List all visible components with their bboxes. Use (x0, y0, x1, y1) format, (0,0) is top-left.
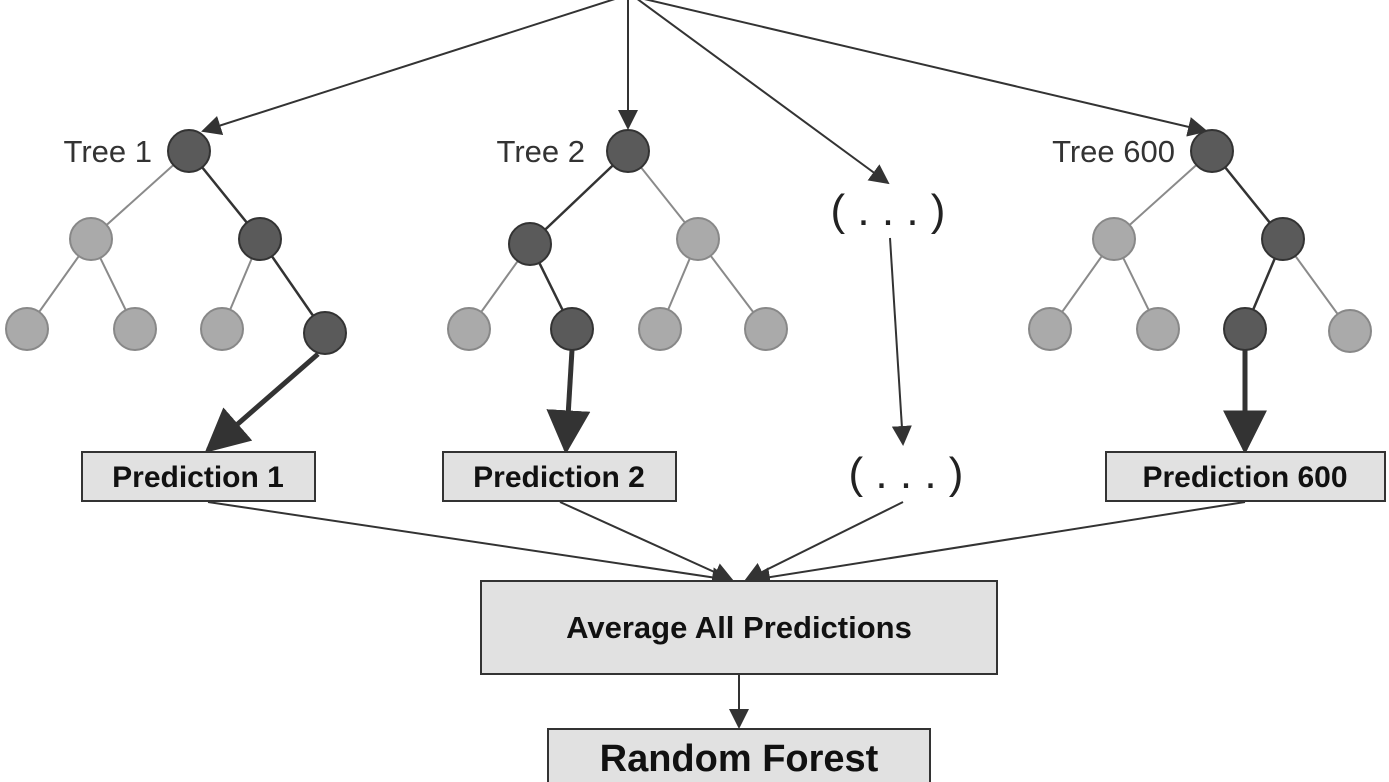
tree-node (113, 307, 157, 351)
tree-node (606, 129, 650, 173)
tree-node (303, 311, 347, 355)
tree-node (1136, 307, 1180, 351)
tree-node (238, 217, 282, 261)
tree-label: Tree 600 (1052, 134, 1175, 169)
prediction-1-label: Prediction 1 (112, 461, 284, 494)
prediction-2-box: Prediction 2 (442, 451, 677, 502)
tree-node (550, 307, 594, 351)
ellipsis-lower: ( . . . ) (849, 449, 964, 498)
tree-node (744, 307, 788, 351)
tree-node (1223, 307, 1267, 351)
average-label: Average All Predictions (566, 610, 912, 645)
tree-node (200, 307, 244, 351)
tree-2: Tree 2 (447, 129, 788, 351)
tree-node (1261, 217, 1305, 261)
arrow-to-tree-600 (644, 0, 1208, 137)
prediction-1-box: Prediction 1 (81, 451, 316, 502)
tree-label: Tree 1 (64, 134, 152, 169)
arrow-ellipsis-to-average (744, 501, 904, 581)
prediction-600-label: Prediction 600 (1142, 461, 1347, 494)
source-arrows (201, 0, 1208, 185)
tree-node (1190, 129, 1234, 173)
ellipsis-arrow (889, 237, 912, 446)
result-label: Random Forest (600, 738, 879, 780)
arrow-pred600-to-average (750, 501, 1246, 588)
tree-node (1328, 309, 1372, 353)
tree-node (69, 217, 113, 261)
prediction-2-label: Prediction 2 (473, 461, 645, 494)
tree-1: Tree 1 (5, 129, 347, 355)
arrow-pred2-to-average (559, 501, 734, 582)
leaf-arrow-1 (204, 352, 320, 453)
average-box: Average All Predictions (480, 580, 998, 675)
converging-arrows (207, 501, 1246, 588)
tree-node (167, 129, 211, 173)
tree-600: Tree 600 (1028, 129, 1372, 353)
prediction-600-box: Prediction 600 (1105, 451, 1386, 502)
tree-node (638, 307, 682, 351)
ellipsis-column: ( . . . ) ( . . . ) (831, 186, 964, 498)
arrow-pred1-to-average (207, 501, 732, 588)
ellipsis-upper: ( . . . ) (831, 186, 946, 235)
arrow-to-ellipsis (637, 0, 890, 185)
leaf-arrow-2 (546, 349, 591, 455)
arrow-to-tree-1 (201, 0, 616, 136)
leaf-arrows (204, 349, 1267, 455)
tree-label: Tree 2 (497, 134, 585, 169)
tree-node (508, 222, 552, 266)
tree-node (1092, 217, 1136, 261)
tree-node (5, 307, 49, 351)
tree-node (447, 307, 491, 351)
tree-node (1028, 307, 1072, 351)
tree-node (676, 217, 720, 261)
result-box: Random Forest (547, 728, 931, 782)
